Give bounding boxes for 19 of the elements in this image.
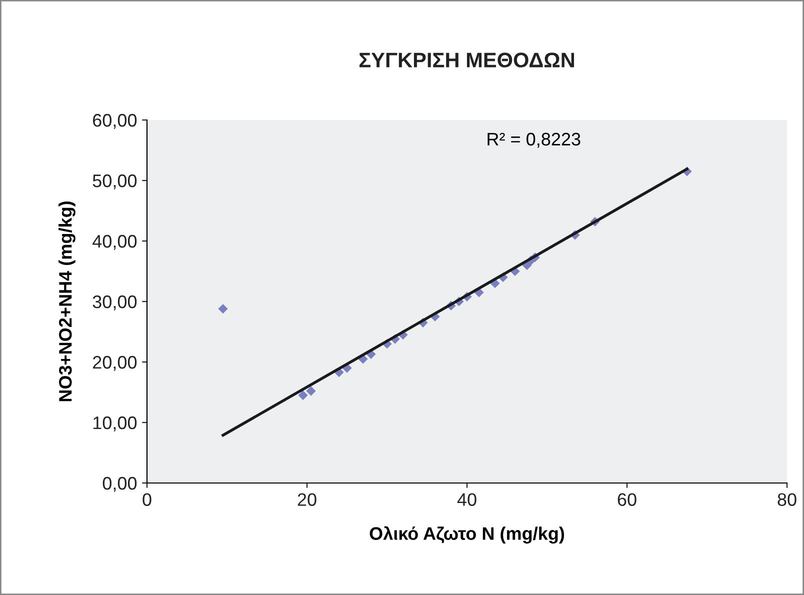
y-tick-label: 10,00 [93, 416, 137, 432]
x-tick-label: 0 [142, 493, 152, 506]
chart-title: ΣΥΓΚΡΙΣΗ ΜΕΘΟΔΩΝ [360, 52, 574, 68]
y-tick-label: 0,00 [102, 476, 137, 492]
x-tick-label: 40 [457, 493, 476, 506]
y-tick-label: 40,00 [92, 234, 137, 250]
x-tick-label: 20 [298, 493, 316, 506]
x-tick-label: 80 [778, 493, 796, 506]
y-tick-label: 60,00 [93, 114, 137, 129]
x-tick-label: 60 [618, 493, 636, 506]
point [298, 390, 308, 400]
y-tick-label: 30,00 [92, 295, 137, 310]
annotation: R² = 0,8223 [488, 132, 580, 148]
y-axis-title: NO3+NO2+NH4 (mg/kg) [58, 202, 76, 402]
y-tick-label: 20,00 [93, 356, 137, 371]
y-tick-label: 50,00 [92, 174, 137, 190]
x-axis-title: Ολικό Αζωτο Ν (mg/kg) [370, 526, 564, 544]
point [306, 386, 316, 396]
point [218, 304, 228, 314]
